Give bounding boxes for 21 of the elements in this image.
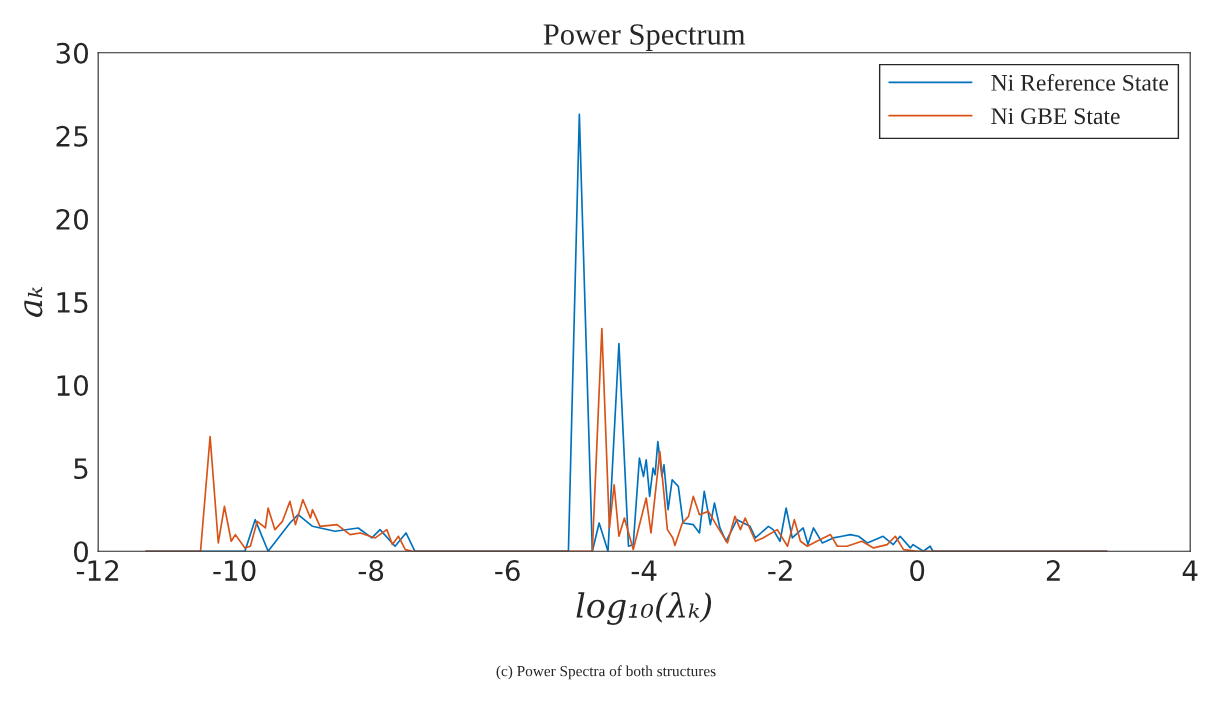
- x-tick-label: -2: [768, 560, 792, 581]
- x-tick-label: 0: [910, 560, 925, 582]
- legend-label: Ni GBE State: [991, 108, 1120, 125]
- y-tick-label: 30: [56, 42, 88, 64]
- text: (c) Power Spectra of both structures: [496, 665, 716, 680]
- x-tick-label: -6: [495, 560, 520, 582]
- y-tick-label: 25: [56, 125, 88, 147]
- y-axis-title: aₖ: [24, 286, 43, 317]
- x-tick-label: 4: [1182, 560, 1198, 581]
- x-tick-label: 2: [1046, 560, 1060, 581]
- x-tick-label: -8: [358, 560, 384, 582]
- chart-title: Power Spectrum: [543, 24, 746, 51]
- x-tick-label: -10: [213, 560, 256, 582]
- x-tick-label: -4: [631, 560, 657, 581]
- legend-label: Ni Reference State: [991, 73, 1169, 91]
- y-tick-label: 20: [56, 208, 88, 230]
- y-tick-label: 5: [74, 458, 88, 480]
- x-axis-title: log₁₀(λₖ): [576, 592, 712, 625]
- y-tick-label: 10: [57, 375, 88, 397]
- line-series: [145, 327, 1108, 552]
- y-tick-label: 15: [57, 292, 88, 313]
